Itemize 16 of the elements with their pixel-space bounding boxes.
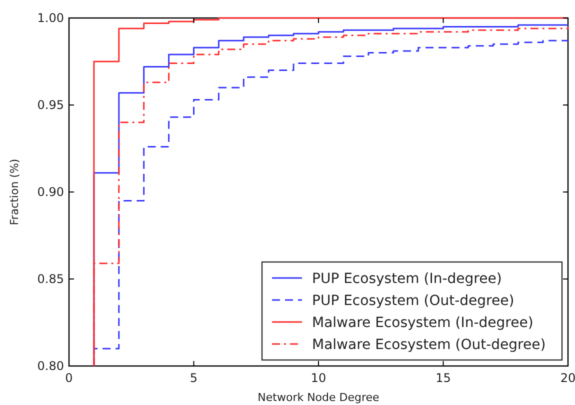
legend-label: PUP Ecosystem (In-degree) bbox=[312, 271, 502, 287]
y-tick-label: 0.90 bbox=[37, 185, 64, 199]
x-axis-title: Network Node Degree bbox=[258, 391, 380, 404]
legend-label: Malware Ecosystem (Out-degree) bbox=[312, 337, 546, 353]
legend-label: Malware Ecosystem (In-degree) bbox=[312, 315, 534, 331]
y-tick-label: 0.85 bbox=[37, 272, 64, 286]
x-tick-label: 0 bbox=[65, 371, 73, 385]
legend-label: PUP Ecosystem (Out-degree) bbox=[312, 293, 514, 309]
x-tick-label: 5 bbox=[190, 371, 198, 385]
y-tick-label: 0.95 bbox=[37, 98, 64, 112]
x-tick-label: 15 bbox=[436, 371, 451, 385]
y-tick-label: 1.00 bbox=[37, 11, 64, 25]
x-tick-label: 10 bbox=[310, 371, 326, 385]
y-axis-title: Fraction (%) bbox=[8, 158, 21, 226]
y-tick-label: 0.80 bbox=[37, 359, 64, 373]
x-tick-label: 20 bbox=[560, 371, 575, 385]
